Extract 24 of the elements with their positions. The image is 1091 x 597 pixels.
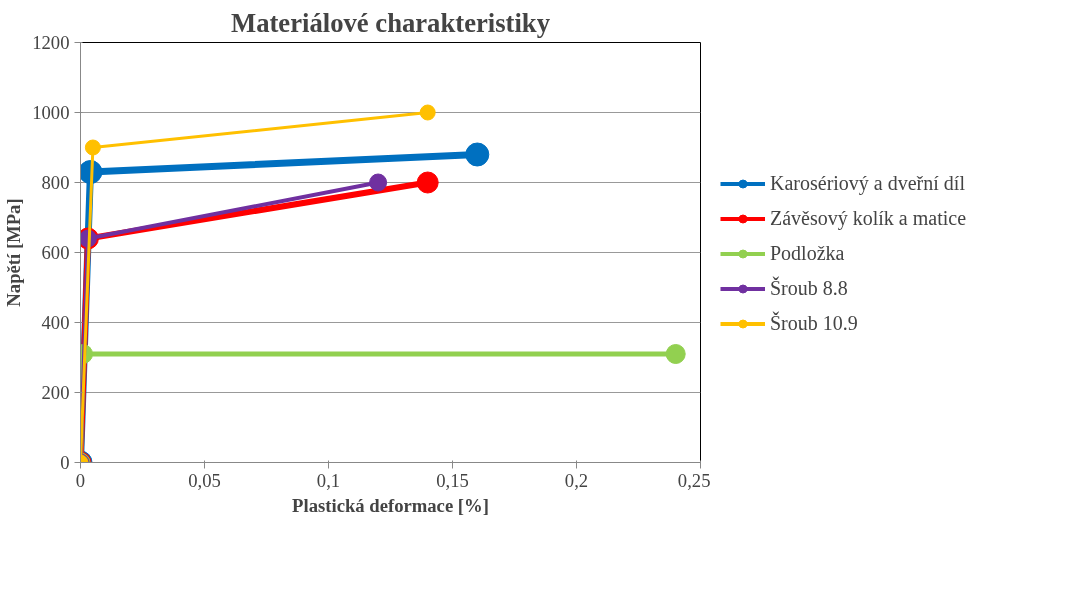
legend-label: Karosériový a dveřní díl bbox=[770, 171, 965, 195]
point bbox=[419, 104, 436, 121]
y-tick-label: 0 bbox=[60, 452, 70, 473]
x-tick-label: 0,25 bbox=[677, 469, 711, 491]
y-tick-label: 600 bbox=[41, 242, 70, 263]
legend-label: Podložka bbox=[770, 241, 845, 265]
y-tick-label: 1000 bbox=[32, 102, 70, 123]
x-axis-title: Plastická deformace [%] bbox=[292, 494, 489, 516]
chart-title: Materiálové charakteristiky bbox=[230, 7, 551, 38]
y-axis-title: Napětí [MPa] bbox=[3, 198, 25, 307]
legend-label: Šroub 10.9 bbox=[770, 311, 858, 335]
point bbox=[369, 173, 388, 192]
x-tick-label: 0,05 bbox=[188, 469, 221, 491]
x-tick-label: 0 bbox=[75, 469, 86, 491]
y-tick-label: 800 bbox=[41, 172, 70, 193]
x-tick-label: 0,1 bbox=[316, 469, 341, 491]
y-tick-label: 400 bbox=[41, 312, 70, 333]
legend-label: Šroub 8.8 bbox=[770, 276, 848, 300]
y-tick-label: 1200 bbox=[32, 32, 70, 53]
point bbox=[465, 142, 490, 167]
y-tick-label: 200 bbox=[41, 382, 70, 403]
x-tick-label: 0,2 bbox=[564, 469, 589, 491]
x-tick-label: 0,15 bbox=[436, 469, 469, 491]
legend-label: Závěsový kolík a matice bbox=[770, 206, 967, 230]
